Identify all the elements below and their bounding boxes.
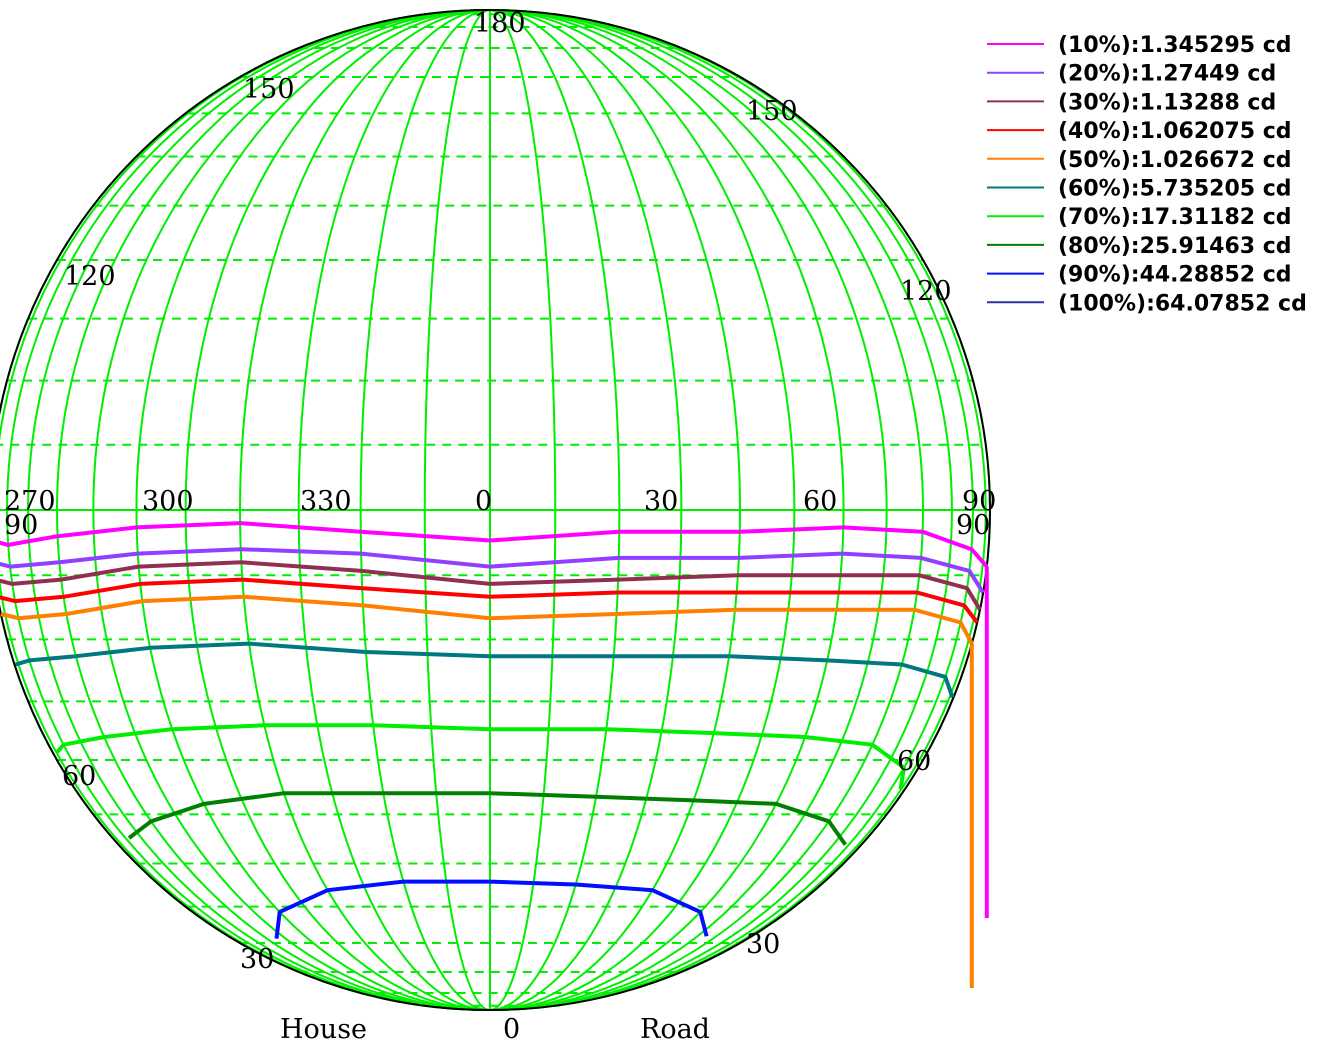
tick-elevation: 150 [746,96,798,127]
series-line-3 [0,577,979,624]
tick-labels: 270 300 330 0 30 60 90 180 150 120 150 120 90 60 30 90 6… [4,8,996,975]
tick-elevation: 120 [900,276,952,307]
series-line-0 [0,521,989,568]
tick-azimuth: 330 [300,486,352,517]
legend-label: (40%):1.062075 cd [1058,119,1292,144]
chart-outline [0,9,991,1011]
tick-elevation: 60 [897,746,931,777]
tick-elevation: 90 [4,510,38,541]
legend-label: (80%):25.91463 cd [1058,234,1292,259]
tick-azimuth: 60 [803,486,837,517]
legend-label: (70%):17.31182 cd [1058,205,1292,230]
series-group [0,521,989,939]
tick-elevation: 60 [62,761,96,792]
axis-label-road: Road [640,1014,710,1044]
tick-elevation: 30 [240,944,274,975]
axis-label-zero: 0 [503,1014,520,1044]
series-line-5 [15,641,955,698]
tick-azimuth: 30 [644,486,678,517]
series-line-8 [274,879,709,939]
tick-elevation: 180 [474,8,526,39]
series-line-7 [127,791,847,846]
legend-label: (90%):44.28852 cd [1058,263,1292,288]
axis-label-house: House [280,1014,367,1044]
tick-azimuth: 0 [475,486,492,517]
legend-label: (10%):1.345295 cd [1058,33,1292,58]
series-line-4 [0,594,974,645]
tick-azimuth: 270 [4,486,56,517]
legend-label: (30%):1.13288 cd [1058,90,1276,115]
tick-elevation: 30 [746,929,780,960]
legend: (10%):1.345295 cd (20%):1.27449 cd (30%):1… [987,33,1307,316]
tick-azimuth: 300 [142,486,194,517]
series-line-1 [0,547,985,594]
chart-border [0,9,991,1011]
legend-label: (20%):1.27449 cd [1058,62,1276,87]
edge-drop-lines [969,566,989,988]
grid-meridian [0,9,491,1011]
grid [0,9,991,1011]
tick-elevation: 90 [956,510,990,541]
tick-elevation: 120 [64,261,116,292]
legend-label: (100%):64.07852 cd [1058,291,1307,316]
tick-elevation: 150 [243,74,295,105]
legend-label: (60%):5.735205 cd [1058,177,1292,202]
series-line-2 [0,560,982,611]
tick-azimuth: 90 [962,486,996,517]
series-line-6 [55,723,906,790]
legend-label: (50%):1.026672 cd [1058,148,1292,173]
